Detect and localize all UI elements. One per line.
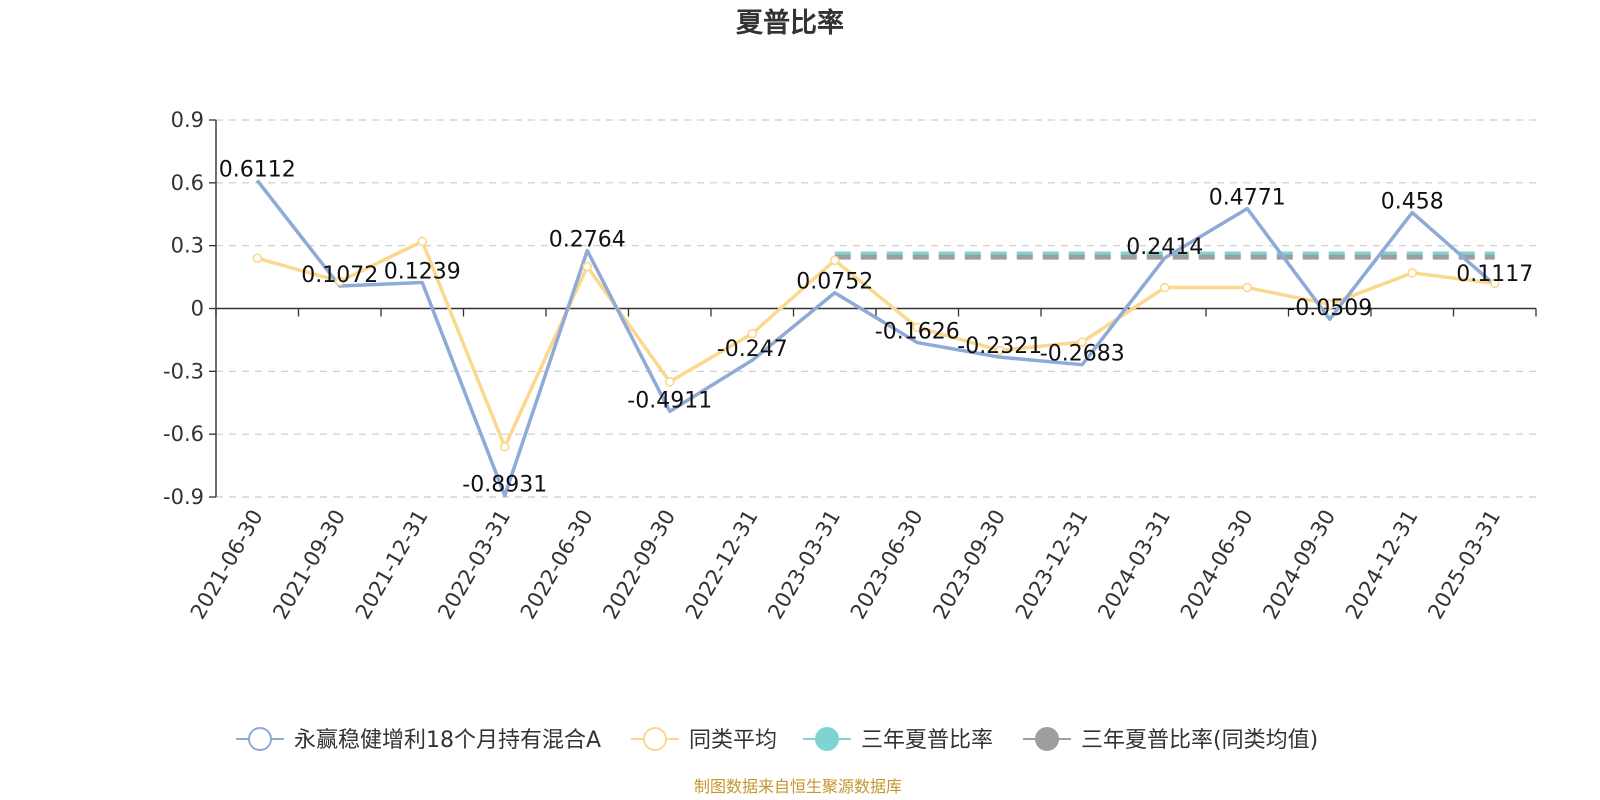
y-tick-label: 0.9 <box>171 108 204 132</box>
y-tick-label: -0.6 <box>163 422 204 446</box>
average-point <box>912 322 923 333</box>
x-tick-label: 2025-03-31 <box>1423 506 1505 624</box>
average-point <box>1159 282 1170 293</box>
data-label: 0.4771 <box>1209 186 1286 211</box>
average-point <box>994 345 1005 356</box>
x-tick-label: 2023-06-30 <box>846 506 928 624</box>
average-point <box>829 255 840 266</box>
legend-item[interactable]: 永赢稳健增利18个月持有混合A <box>236 727 601 753</box>
source-note: 制图数据来自恒生聚源数据库 <box>694 777 902 796</box>
data-label: -0.4911 <box>627 388 712 413</box>
average-point <box>1489 278 1500 289</box>
legend-marker <box>643 727 667 751</box>
series-lines <box>255 179 1496 498</box>
x-tick-label: 2023-12-31 <box>1011 506 1093 624</box>
y-tick-label: 0.6 <box>171 171 204 195</box>
data-label: -0.1626 <box>875 320 960 345</box>
x-tick-label: 2021-12-31 <box>351 506 433 624</box>
average-point <box>664 377 675 387</box>
legend-label: 同类平均 <box>689 728 777 753</box>
data-label: 0.2764 <box>549 228 626 253</box>
series-line <box>256 239 1495 449</box>
x-tick-label: 2024-09-30 <box>1258 506 1340 624</box>
data-label: -0.247 <box>717 337 788 362</box>
x-tick-label: 2023-03-31 <box>763 506 845 624</box>
data-label: 0.458 <box>1381 190 1444 215</box>
legend-item[interactable]: 同类平均 <box>631 727 777 753</box>
y-tick-label: -0.3 <box>163 359 204 383</box>
average-point <box>1407 268 1418 278</box>
average-point <box>499 441 510 452</box>
legend-label: 三年夏普比率 <box>861 728 993 753</box>
x-tick-label: 2022-03-31 <box>433 506 515 624</box>
legend: 永赢稳健增利18个月持有混合A 同类平均 三年夏普比率 三年夏普比率(同类均值) <box>236 727 1318 753</box>
legend-label: 永赢稳健增利18个月持有混合A <box>294 728 601 753</box>
legend-item[interactable]: 三年夏普比率 <box>803 727 993 753</box>
data-labels: 0.6112 0.1072 0.1239 -0.8931 0.2764 -0.4911 -0… <box>219 157 1533 497</box>
data-label: 0.6112 <box>219 157 296 182</box>
average-point <box>1324 299 1335 310</box>
series-points <box>252 236 1500 452</box>
x-tick-label: 2024-06-30 <box>1176 506 1258 624</box>
data-label: 0.0752 <box>796 270 873 295</box>
data-label: 0.1239 <box>384 260 461 285</box>
x-tick-label: 2022-06-30 <box>516 506 598 624</box>
average-point <box>1077 337 1088 347</box>
data-label: -0.2683 <box>1040 342 1125 367</box>
x-tick-label: 2021-09-30 <box>268 506 350 624</box>
y-tick-label: 0.3 <box>171 234 204 258</box>
x-axis-ticks: 2021-06-30 2021-09-30 2021-12-31 2022-03-31… <box>186 308 1537 624</box>
data-label: -0.8931 <box>462 473 547 498</box>
average-point <box>582 261 593 272</box>
y-tick-label: 0 <box>191 297 204 321</box>
x-tick-label: 2024-03-31 <box>1093 506 1175 624</box>
legend-label: 三年夏普比率(同类均值) <box>1081 728 1318 753</box>
data-label: 0.1072 <box>301 263 378 288</box>
series-line <box>255 179 1496 498</box>
average-point <box>334 276 345 287</box>
data-label: 0.2414 <box>1126 235 1203 260</box>
reference-lines <box>834 251 1495 260</box>
x-tick-label: 2024-12-31 <box>1341 506 1423 624</box>
x-tick-label: 2022-09-30 <box>598 506 680 624</box>
chart-title: 夏普比率 <box>736 7 844 39</box>
y-axis-ticks: 0.9 0.6 0.3 0 -0.3 -0.6 -0.9 <box>163 108 216 509</box>
legend-item[interactable]: 三年夏普比率(同类均值) <box>1023 727 1318 753</box>
data-label: -0.2321 <box>957 334 1042 359</box>
average-point <box>747 328 758 339</box>
legend-marker <box>815 727 839 751</box>
x-tick-label: 2022-12-31 <box>681 506 763 624</box>
x-tick-label: 2023-09-30 <box>928 506 1010 624</box>
average-point <box>417 236 428 247</box>
average-point <box>252 253 263 264</box>
data-label: -0.0509 <box>1287 296 1372 321</box>
x-tick-label: 2021-06-30 <box>186 506 268 624</box>
legend-marker <box>1035 727 1059 751</box>
average-point <box>1242 282 1253 293</box>
legend-marker <box>248 727 272 751</box>
data-label: 0.1117 <box>1456 262 1533 287</box>
y-tick-label: -0.9 <box>163 485 204 509</box>
